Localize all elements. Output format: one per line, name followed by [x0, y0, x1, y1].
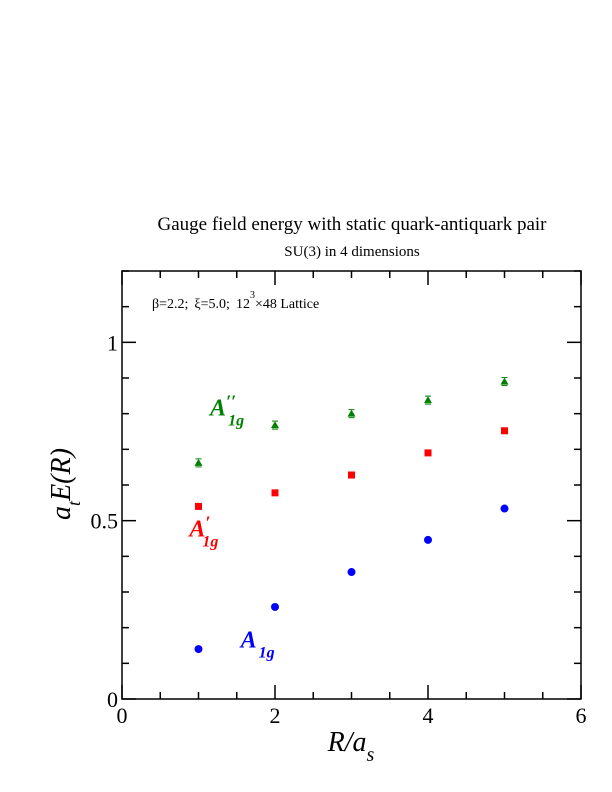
- data-point-triangle: [194, 458, 203, 466]
- data-point-triangle: [424, 396, 432, 404]
- x-axis-label: R/as: [327, 727, 375, 766]
- data-point-square: [501, 427, 508, 435]
- x-axis-label-main: R/a: [327, 727, 367, 758]
- data-point-triangle: [271, 421, 279, 429]
- x-tick-label: 6: [576, 703, 587, 728]
- data-point-square: [195, 502, 202, 510]
- y-tick-label: 0.5: [91, 509, 119, 534]
- x-tick-label: 2: [270, 703, 281, 728]
- xi-value: ξ=5.0;: [194, 297, 230, 312]
- x-tick-label: 0: [117, 703, 128, 728]
- series-label: A 1g: [239, 627, 275, 661]
- lattice-exponent: 3: [250, 290, 255, 301]
- data-point-circle: [194, 645, 203, 654]
- chart-subtitle: SU(3) in 4 dimensions: [284, 244, 420, 260]
- x-tick-label: 4: [423, 703, 434, 728]
- data-point-circle: [500, 504, 509, 513]
- axis-ticks: [121, 270, 582, 700]
- y-axis-label-rest: E(R): [46, 448, 77, 502]
- beta-value: β=2.2;: [152, 297, 188, 312]
- parameter-annotation: β=2.2; ξ=5.0; 123×48 Lattice: [152, 290, 319, 312]
- y-axis-label: atE(R): [46, 448, 84, 520]
- plot-area: [121, 270, 582, 700]
- chart-title: Gauge field energy with static quark-ant…: [157, 214, 547, 235]
- lattice-size: 12: [236, 297, 250, 312]
- data-markers: [194, 377, 509, 654]
- data-point-triangle: [347, 409, 356, 417]
- tick-labels: 0 2 4 6 0 0.5 1: [91, 330, 587, 728]
- data-point-triangle: [500, 377, 509, 385]
- y-axis-label-a: a: [46, 506, 77, 520]
- y-tick-label: 1: [107, 330, 118, 355]
- data-point-circle: [424, 535, 432, 544]
- data-point-square: [348, 471, 355, 479]
- series-label: A′ 1g: [187, 513, 218, 551]
- y-axis-label-sub: t: [64, 500, 84, 506]
- series-label: A′′ 1g: [208, 391, 244, 429]
- series-labels: A′′ 1g A′ 1g A 1g: [187, 391, 274, 661]
- y-tick-label: 0: [107, 687, 118, 712]
- lattice-extent: ×48 Lattice: [255, 297, 319, 312]
- x-axis-label-sub: s: [367, 744, 375, 766]
- data-point-circle: [271, 602, 279, 611]
- data-point-square: [271, 489, 279, 497]
- data-point-square: [424, 449, 432, 457]
- data-point-circle: [347, 568, 356, 577]
